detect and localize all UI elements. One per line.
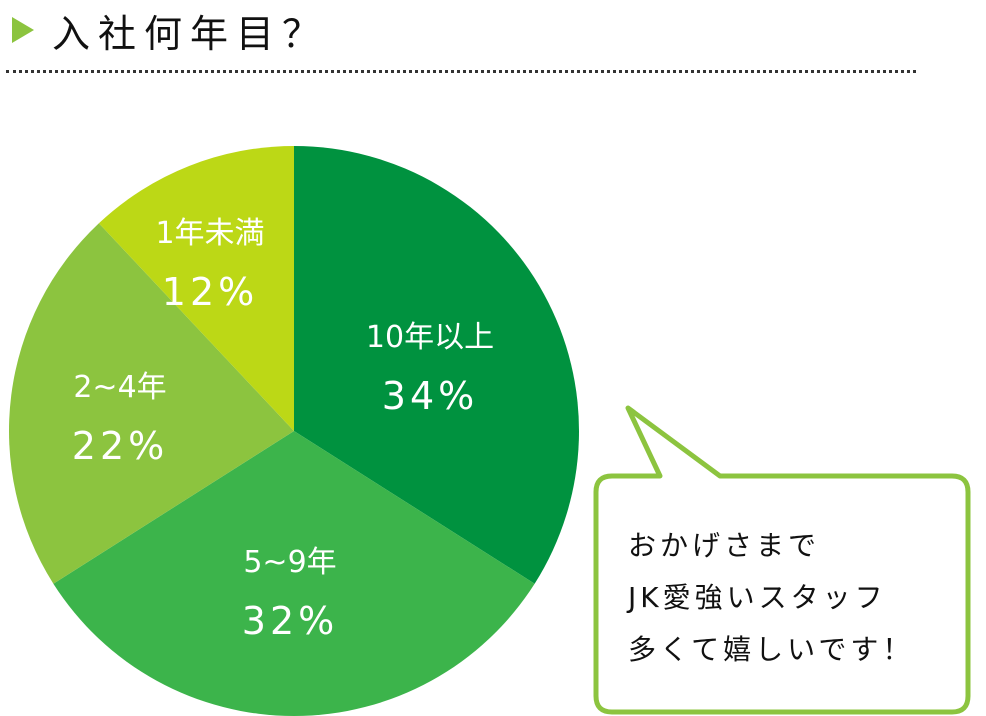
triangle-bullet-icon <box>12 17 34 43</box>
slice-label: 10年以上 <box>366 320 494 355</box>
dotted-divider <box>6 70 916 73</box>
bubble-line: 多くて嬉しいです！ <box>628 633 915 666</box>
slice-value-label: 12% <box>162 270 258 314</box>
slice-label: 1年未満 <box>155 216 264 251</box>
chart-title: 入社何年目？ <box>52 11 329 56</box>
pie-slice <box>98 146 294 431</box>
pie-slice <box>53 431 535 716</box>
pie-slice <box>294 146 579 584</box>
slice-value-label: 32% <box>242 599 338 643</box>
slice-label: 5~9年 <box>243 545 336 580</box>
title-row: 入社何年目？ <box>12 2 328 58</box>
bubble-line: おかげさまで <box>628 529 821 562</box>
bubble-line: JK愛強いスタッフ <box>628 581 887 614</box>
speech-bubble-text: おかげさまで JK愛強いスタッフ 多くて嬉しいです！ <box>628 520 914 676</box>
slice-label: 2~4年 <box>73 370 166 405</box>
slice-value-label: 22% <box>72 424 168 468</box>
speech-bubble <box>593 405 971 715</box>
pie-slice <box>9 223 295 584</box>
slice-value-label: 34% <box>382 374 478 418</box>
